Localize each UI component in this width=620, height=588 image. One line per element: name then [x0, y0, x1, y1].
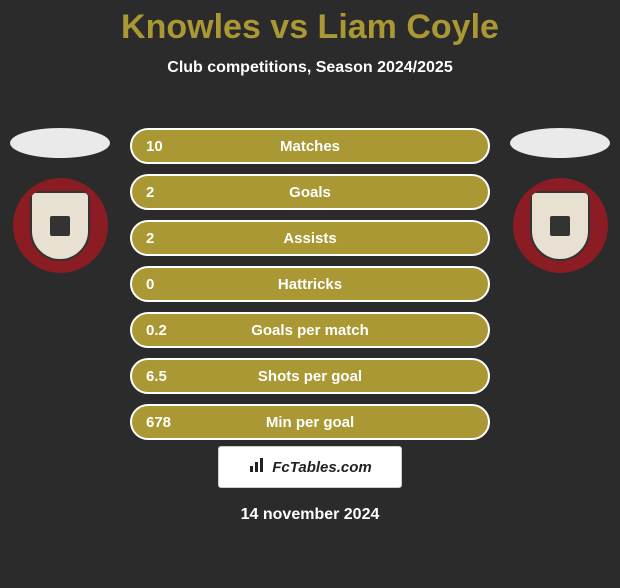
stat-label: Shots per goal: [258, 368, 362, 385]
chart-icon: [248, 456, 266, 478]
stat-row: 10 Matches: [130, 128, 490, 164]
footer-brand-link[interactable]: FcTables.com: [218, 446, 402, 488]
stat-row: 0 Hattricks: [130, 266, 490, 302]
club-crest-left: [13, 178, 108, 273]
stat-value: 10: [146, 138, 196, 155]
stat-label: Goals per match: [251, 322, 369, 339]
stats-panel: 10 Matches 2 Goals 2 Assists 0 Hattricks…: [130, 128, 490, 440]
stat-row: 2 Goals: [130, 174, 490, 210]
stat-value: 678: [146, 414, 196, 431]
avatar-placeholder: [10, 128, 110, 158]
player-left-column: [10, 128, 110, 273]
player-right-column: [510, 128, 610, 273]
page-title: Knowles vs Liam Coyle: [0, 8, 620, 47]
stat-value: 0: [146, 276, 196, 293]
stat-value: 0.2: [146, 322, 196, 339]
stat-label: Assists: [283, 230, 336, 247]
crest-shield-icon: [530, 191, 590, 261]
stat-row: 678 Min per goal: [130, 404, 490, 440]
stat-value: 2: [146, 184, 196, 201]
stat-label: Hattricks: [278, 276, 342, 293]
stat-row: 6.5 Shots per goal: [130, 358, 490, 394]
stat-row: 0.2 Goals per match: [130, 312, 490, 348]
stat-value: 6.5: [146, 368, 196, 385]
stat-value: 2: [146, 230, 196, 247]
club-crest-right: [513, 178, 608, 273]
stat-label: Min per goal: [266, 414, 354, 431]
footer-brand-text: FcTables.com: [272, 459, 371, 476]
avatar-placeholder: [510, 128, 610, 158]
stat-row: 2 Assists: [130, 220, 490, 256]
page-subtitle: Club competitions, Season 2024/2025: [0, 59, 620, 77]
stat-label: Goals: [289, 184, 331, 201]
stat-label: Matches: [280, 138, 340, 155]
date-label: 14 november 2024: [241, 506, 380, 524]
crest-shield-icon: [30, 191, 90, 261]
